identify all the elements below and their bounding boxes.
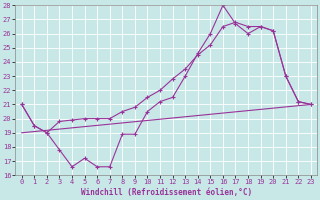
X-axis label: Windchill (Refroidissement éolien,°C): Windchill (Refroidissement éolien,°C) [81,188,252,197]
